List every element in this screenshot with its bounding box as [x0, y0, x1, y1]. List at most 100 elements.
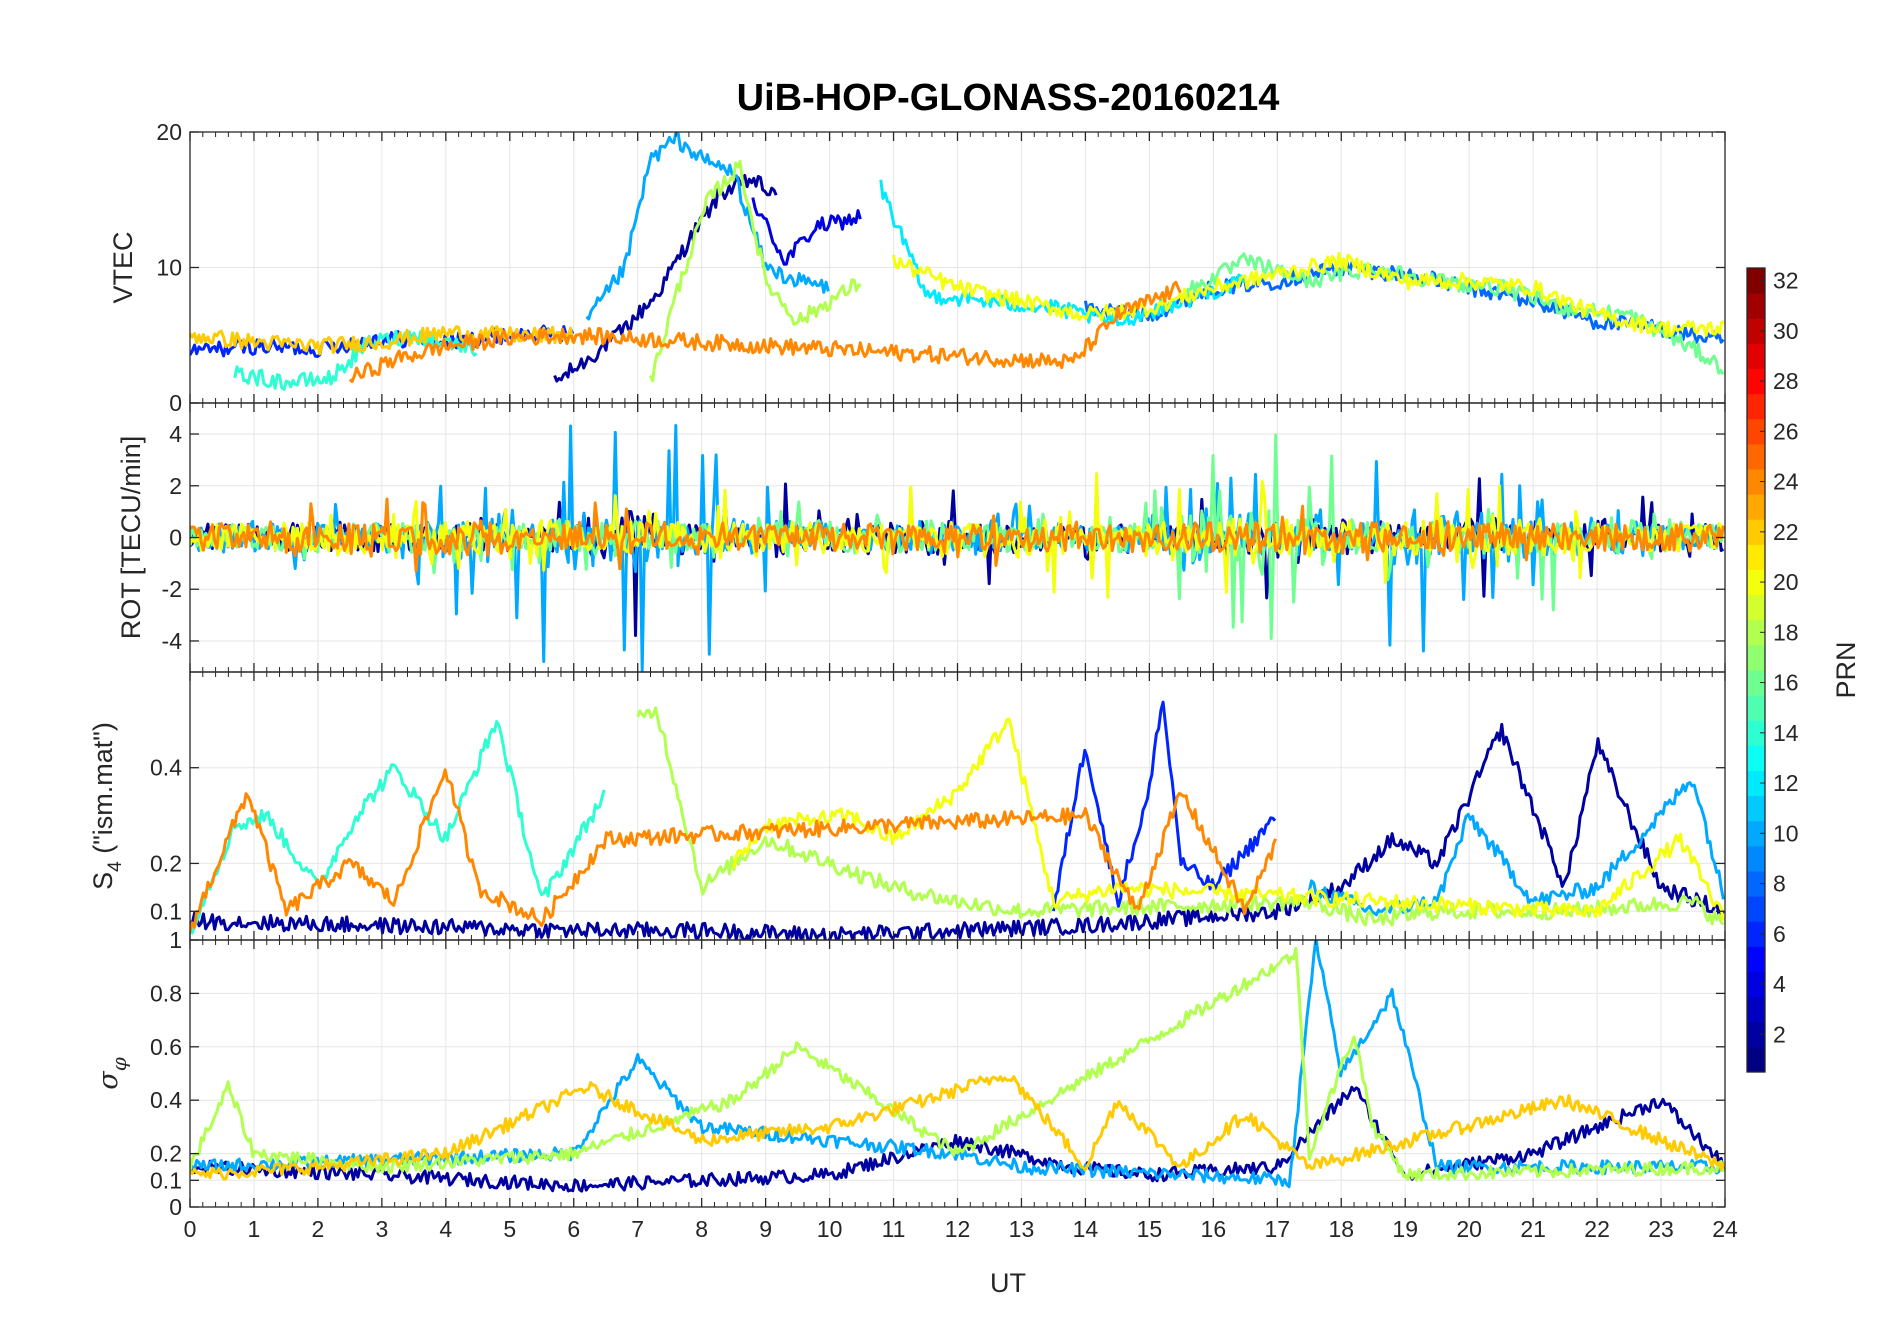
panel-traces: [190, 132, 1725, 391]
trace-prn-18: [190, 946, 1725, 1182]
colorbar-tick-label: 4: [1773, 971, 1786, 997]
trace-prn-24: [348, 280, 1182, 383]
panel-1: 0 10 20 VTEC: [108, 119, 1726, 416]
colorbar-swatch: [1747, 368, 1765, 395]
x-tick-label: 9: [759, 1216, 772, 1242]
trace-prn-24: [190, 497, 1725, 573]
y-tick-label: 0.2: [150, 850, 182, 876]
x-tick-label: 2: [312, 1216, 325, 1242]
colorbar-swatch: [1747, 1046, 1765, 1073]
x-tick-label: 19: [1392, 1216, 1418, 1242]
colorbar-swatch: [1747, 343, 1765, 369]
x-tick-label: 11: [882, 1216, 906, 1242]
trace-prn-22: [190, 325, 575, 356]
x-tick-label: 12: [945, 1216, 971, 1242]
colorbar-swatch: [1747, 318, 1765, 344]
x-tick-label: 10: [817, 1216, 843, 1242]
colorbar-tick-label: 6: [1773, 921, 1786, 947]
colorbar-tick-label: 24: [1773, 469, 1799, 495]
panel-traces: [190, 700, 1725, 940]
colorbar-swatch: [1747, 695, 1765, 721]
colorbar-swatch: [1747, 293, 1765, 319]
panel-ticks: 0.1 0.2 0.4: [150, 672, 1726, 940]
colorbar-tick-label: 18: [1773, 619, 1799, 645]
colorbar-tick-label: 22: [1773, 519, 1799, 545]
colorbar-tick-label: 16: [1773, 670, 1799, 696]
colorbar-swatch: [1747, 619, 1765, 646]
trace-prn-12: [879, 179, 1245, 327]
y-tick-label: 0.8: [150, 980, 182, 1006]
y-axis-label: VTEC: [108, 231, 138, 303]
panel-2: -4 -2 0 2 4 ROT [TECU/min]: [116, 402, 1726, 673]
colorbar-swatch: [1747, 393, 1765, 420]
panel-ticks: 0 10 20: [156, 119, 1726, 416]
colorbar-swatch: [1747, 1021, 1765, 1048]
trace-prn-14: [190, 720, 606, 935]
panel-traces: [190, 424, 1725, 672]
colorbar-swatch: [1747, 996, 1765, 1023]
colorbar-swatch: [1747, 745, 1765, 771]
panel-ticks: -4 -2 0 2 4: [162, 403, 1726, 672]
y-tick-label: 1: [169, 927, 182, 953]
x-tick-label: 22: [1584, 1216, 1610, 1242]
trace-prn-16: [1180, 252, 1725, 376]
y-tick-label: 0: [169, 525, 182, 551]
trace-prn-18: [636, 706, 1725, 927]
colorbar-tick-label: 26: [1773, 418, 1799, 444]
x-tick-label: 14: [1073, 1216, 1099, 1242]
colorbar-swatch: [1747, 544, 1765, 570]
y-tick-label: -2: [162, 576, 182, 602]
colorbar-swatch: [1747, 820, 1765, 847]
trace-prn-24: [190, 768, 1278, 933]
colorbar-swatch: [1747, 443, 1765, 470]
y-tick-label: 0.4: [150, 1087, 182, 1113]
colorbar-swatch: [1747, 720, 1765, 746]
x-tick-label: 8: [695, 1216, 708, 1242]
y-tick-label: 0.1: [150, 1167, 182, 1193]
panel-ticks: 00.10.2 0.4 0.6 0.8 1: [150, 927, 1726, 1220]
x-tick-label: 17: [1264, 1216, 1290, 1242]
x-tick-label: 24: [1712, 1216, 1738, 1242]
chart-title: UiB-HOP-GLONASS-20160214: [737, 77, 1280, 119]
colorbar-swatch: [1747, 519, 1765, 545]
colorbar-swatch: [1747, 971, 1765, 998]
colorbar-tick-label: 32: [1773, 268, 1799, 294]
colorbar-tick-label: 10: [1773, 820, 1799, 846]
x-tick-label: 23: [1648, 1216, 1674, 1242]
y-tick-label: 0.2: [150, 1141, 182, 1167]
x-tick-label: 5: [503, 1216, 516, 1242]
trace-prn-20: [892, 251, 1725, 338]
x-tick-label: 7: [631, 1216, 644, 1242]
colorbar-frame: [1746, 267, 1766, 1073]
y-tick-label: 0.6: [150, 1034, 182, 1060]
y-tick-label: 0.1: [150, 898, 182, 924]
colorbar-swatch: [1747, 594, 1765, 621]
x-tick-label: 16: [1201, 1216, 1227, 1242]
colorbar-swatch: [1747, 845, 1765, 872]
x-tick-label: 13: [1009, 1216, 1035, 1242]
y-axis-label: S4 ("ism.mat"): [88, 722, 126, 890]
colorbar-swatch: [1747, 770, 1765, 797]
panel-grid: [189, 131, 1726, 404]
colorbar-swatch: [1747, 871, 1765, 897]
colorbar-swatch: [1747, 921, 1765, 947]
colorbar-swatch: [1747, 795, 1765, 822]
colorbar-tick-label: 12: [1773, 770, 1799, 796]
colorbar-tick-label: 14: [1773, 720, 1799, 746]
x-tick-label: 1: [248, 1216, 261, 1242]
trace-prn-10: [585, 132, 830, 321]
y-tick-label: 4: [169, 421, 182, 447]
trace-prn-18: [649, 159, 862, 383]
trace-prn-6: [1051, 700, 1277, 912]
x-tick-label: 15: [1137, 1216, 1163, 1242]
colorbar-swatch: [1747, 644, 1765, 671]
colorbar-swatch: [1747, 469, 1765, 495]
colorbar-swatch: [1747, 418, 1765, 445]
trace-prn-4: [751, 197, 862, 266]
y-tick-label: 20: [156, 119, 182, 145]
colorbar-swatch: [1747, 494, 1765, 520]
colorbar-tick-label: 30: [1773, 318, 1799, 344]
x-tick-label: 6: [567, 1216, 580, 1242]
